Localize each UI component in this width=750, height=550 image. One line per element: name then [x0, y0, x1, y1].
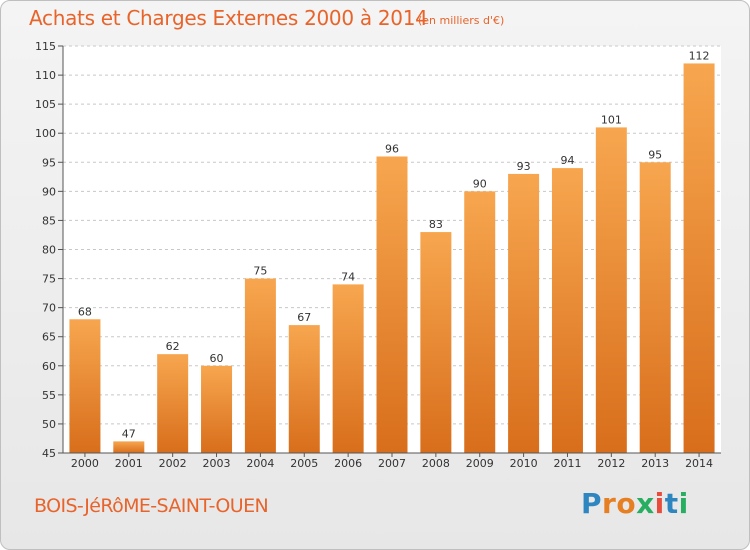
bar	[683, 63, 715, 453]
x-tick-label: 2009	[466, 457, 494, 470]
bar	[464, 191, 496, 453]
x-tick-label: 2001	[115, 457, 143, 470]
data-label: 95	[648, 148, 662, 161]
y-tick-label: 110	[35, 69, 56, 82]
x-tick-label: 2014	[685, 457, 713, 470]
bar	[376, 156, 408, 453]
x-tick-label: 2005	[290, 457, 318, 470]
y-tick-label: 45	[42, 447, 56, 460]
data-label: 90	[473, 177, 487, 190]
bar	[639, 162, 671, 454]
y-tick-label: 55	[42, 389, 56, 402]
x-tick-label: 2011	[553, 457, 581, 470]
bar	[595, 127, 627, 454]
data-label: 68	[78, 305, 92, 318]
chart-title: Achats et Charges Externes 2000 à 2014	[29, 6, 428, 30]
bar	[332, 284, 364, 453]
bar	[420, 232, 452, 453]
logo-letter: t	[664, 487, 679, 520]
bar	[201, 365, 233, 453]
bar	[508, 173, 540, 453]
y-tick-label: 105	[35, 98, 56, 111]
logo-letter: r	[602, 487, 617, 520]
bar	[288, 325, 320, 453]
bar	[551, 168, 583, 453]
bar	[69, 319, 101, 453]
x-tick-label: 2012	[597, 457, 625, 470]
x-tick-label: 2006	[334, 457, 362, 470]
y-tick-label: 80	[42, 244, 56, 257]
y-tick-label: 50	[42, 418, 56, 431]
data-label: 62	[166, 340, 180, 353]
y-tick-label: 85	[42, 214, 56, 227]
data-label: 83	[429, 218, 443, 231]
data-label: 47	[122, 427, 136, 440]
y-tick-label: 70	[42, 302, 56, 315]
proxiti-logo: Proxiti	[581, 487, 689, 520]
data-labels-group: 68 47 62 60 75 67 74 96 83 90 93 94 101 95 112	[78, 49, 710, 440]
y-tick-label: 60	[42, 360, 56, 373]
bar	[244, 278, 276, 453]
y-tick-label: 115	[35, 40, 56, 53]
logo-letter: i	[654, 487, 665, 520]
bar	[113, 441, 145, 453]
logo-letter: x	[636, 487, 655, 520]
data-label: 93	[517, 160, 531, 173]
logo-letter: P	[581, 487, 603, 520]
bar	[157, 354, 189, 453]
bars-group	[69, 63, 715, 454]
x-tick-label: 2003	[203, 457, 231, 470]
y-tick-label: 90	[42, 185, 56, 198]
logo-letter: o	[616, 487, 637, 520]
chart-subtitle: (en milliers d'€)	[418, 14, 505, 27]
data-label: 96	[385, 142, 399, 155]
logo-letter: i	[678, 487, 689, 520]
x-tick-label: 2002	[159, 457, 187, 470]
y-tick-label: 75	[42, 273, 56, 286]
y-tick-label: 65	[42, 331, 56, 344]
x-tick-label: 2010	[510, 457, 538, 470]
data-label: 112	[689, 49, 710, 62]
data-label: 101	[601, 113, 622, 126]
y-tick-label: 100	[35, 127, 56, 140]
x-tick-label: 2013	[641, 457, 669, 470]
x-tick-label: 2007	[378, 457, 406, 470]
data-label: 75	[253, 265, 267, 278]
data-label: 74	[341, 270, 355, 283]
commune-name: BOIS-JéRôME-SAINT-OUEN	[34, 495, 269, 517]
x-tick-label: 2008	[422, 457, 450, 470]
data-label: 67	[297, 311, 311, 324]
data-label: 60	[210, 352, 224, 365]
x-tick-label: 2000	[71, 457, 99, 470]
axes-group: 45 50 55 60 65 70 75 80 85 90 95 100 105 110 115 2000 20…	[35, 40, 721, 470]
x-tick-label: 2004	[246, 457, 274, 470]
data-label: 94	[560, 154, 574, 167]
y-tick-label: 95	[42, 156, 56, 169]
